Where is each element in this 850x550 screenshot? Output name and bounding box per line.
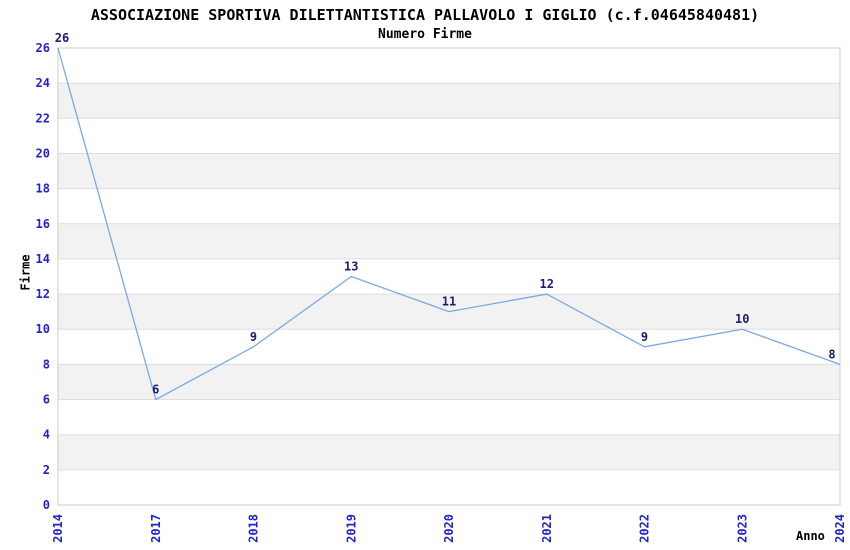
y-tick-label: 0 xyxy=(43,498,50,512)
point-label: 13 xyxy=(344,260,358,274)
y-tick-label: 6 xyxy=(43,393,50,407)
y-tick-label: 4 xyxy=(43,428,50,442)
x-tick-label: 2023 xyxy=(735,514,749,543)
background-band xyxy=(58,364,840,400)
chart-title: ASSOCIAZIONE SPORTIVA DILETTANTISTICA PA… xyxy=(90,6,760,24)
point-label: 26 xyxy=(55,31,69,45)
point-label: 8 xyxy=(828,347,835,361)
y-tick-label: 24 xyxy=(36,76,50,90)
x-tick-label: 2022 xyxy=(638,514,652,543)
x-axis-label: Anno xyxy=(796,529,825,543)
background-band xyxy=(58,434,840,470)
point-label: 10 xyxy=(735,312,749,326)
y-tick-label: 26 xyxy=(36,41,50,55)
x-tick-label: 2018 xyxy=(247,514,261,543)
point-label: 9 xyxy=(250,330,257,344)
y-tick-label: 10 xyxy=(36,322,50,336)
x-tick-label: 2014 xyxy=(51,514,65,543)
y-tick-label: 18 xyxy=(36,182,50,196)
x-tick-label: 2021 xyxy=(540,514,554,543)
data-line xyxy=(57,47,841,401)
point-label: 9 xyxy=(641,330,648,344)
x-tick-label: 2024 xyxy=(833,514,847,543)
y-tick-label: 16 xyxy=(36,217,50,231)
y-tick-label: 12 xyxy=(36,287,50,301)
x-tick-label: 2020 xyxy=(442,514,456,543)
y-tick-label: 22 xyxy=(36,111,50,125)
point-label: 12 xyxy=(540,277,554,291)
y-axis-label: Firme xyxy=(18,254,33,291)
y-tick-label: 20 xyxy=(36,146,50,160)
y-tick-label: 8 xyxy=(43,357,50,371)
background-band xyxy=(58,83,840,119)
y-tick-label: 14 xyxy=(36,252,50,266)
background-band xyxy=(58,153,840,189)
point-label: 11 xyxy=(442,295,456,309)
point-label: 6 xyxy=(152,383,159,397)
plot-border xyxy=(57,47,841,506)
y-tick-label: 2 xyxy=(43,463,50,477)
background-band xyxy=(58,223,840,259)
x-tick-label: 2019 xyxy=(344,514,358,543)
chart-subtitle: Numero Firme xyxy=(378,27,472,42)
x-tick-label: 2017 xyxy=(149,514,163,543)
